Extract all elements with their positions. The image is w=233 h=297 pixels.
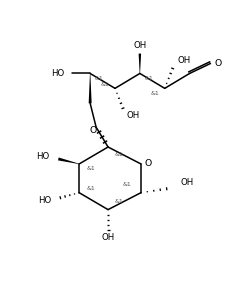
Text: O: O xyxy=(144,159,151,168)
Text: &1: &1 xyxy=(144,76,153,81)
Polygon shape xyxy=(89,73,92,103)
Text: &1: &1 xyxy=(115,152,123,157)
Text: &1: &1 xyxy=(123,182,131,187)
Text: &1: &1 xyxy=(150,91,159,96)
Text: OH: OH xyxy=(133,41,147,50)
Text: O: O xyxy=(89,126,97,135)
Text: &1: &1 xyxy=(115,199,123,204)
Text: HO: HO xyxy=(38,196,51,205)
Text: OH: OH xyxy=(127,111,140,120)
Text: O: O xyxy=(215,59,222,68)
Text: &1: &1 xyxy=(95,76,103,81)
Text: OH: OH xyxy=(178,56,191,65)
Text: &1: &1 xyxy=(87,166,96,171)
Text: OH: OH xyxy=(101,233,115,242)
Text: OH: OH xyxy=(181,178,194,187)
Text: HO: HO xyxy=(36,152,49,162)
Polygon shape xyxy=(58,157,79,164)
Text: &1: &1 xyxy=(87,186,96,191)
Polygon shape xyxy=(139,53,141,73)
Text: HO: HO xyxy=(51,69,64,78)
Text: &1: &1 xyxy=(101,82,110,87)
